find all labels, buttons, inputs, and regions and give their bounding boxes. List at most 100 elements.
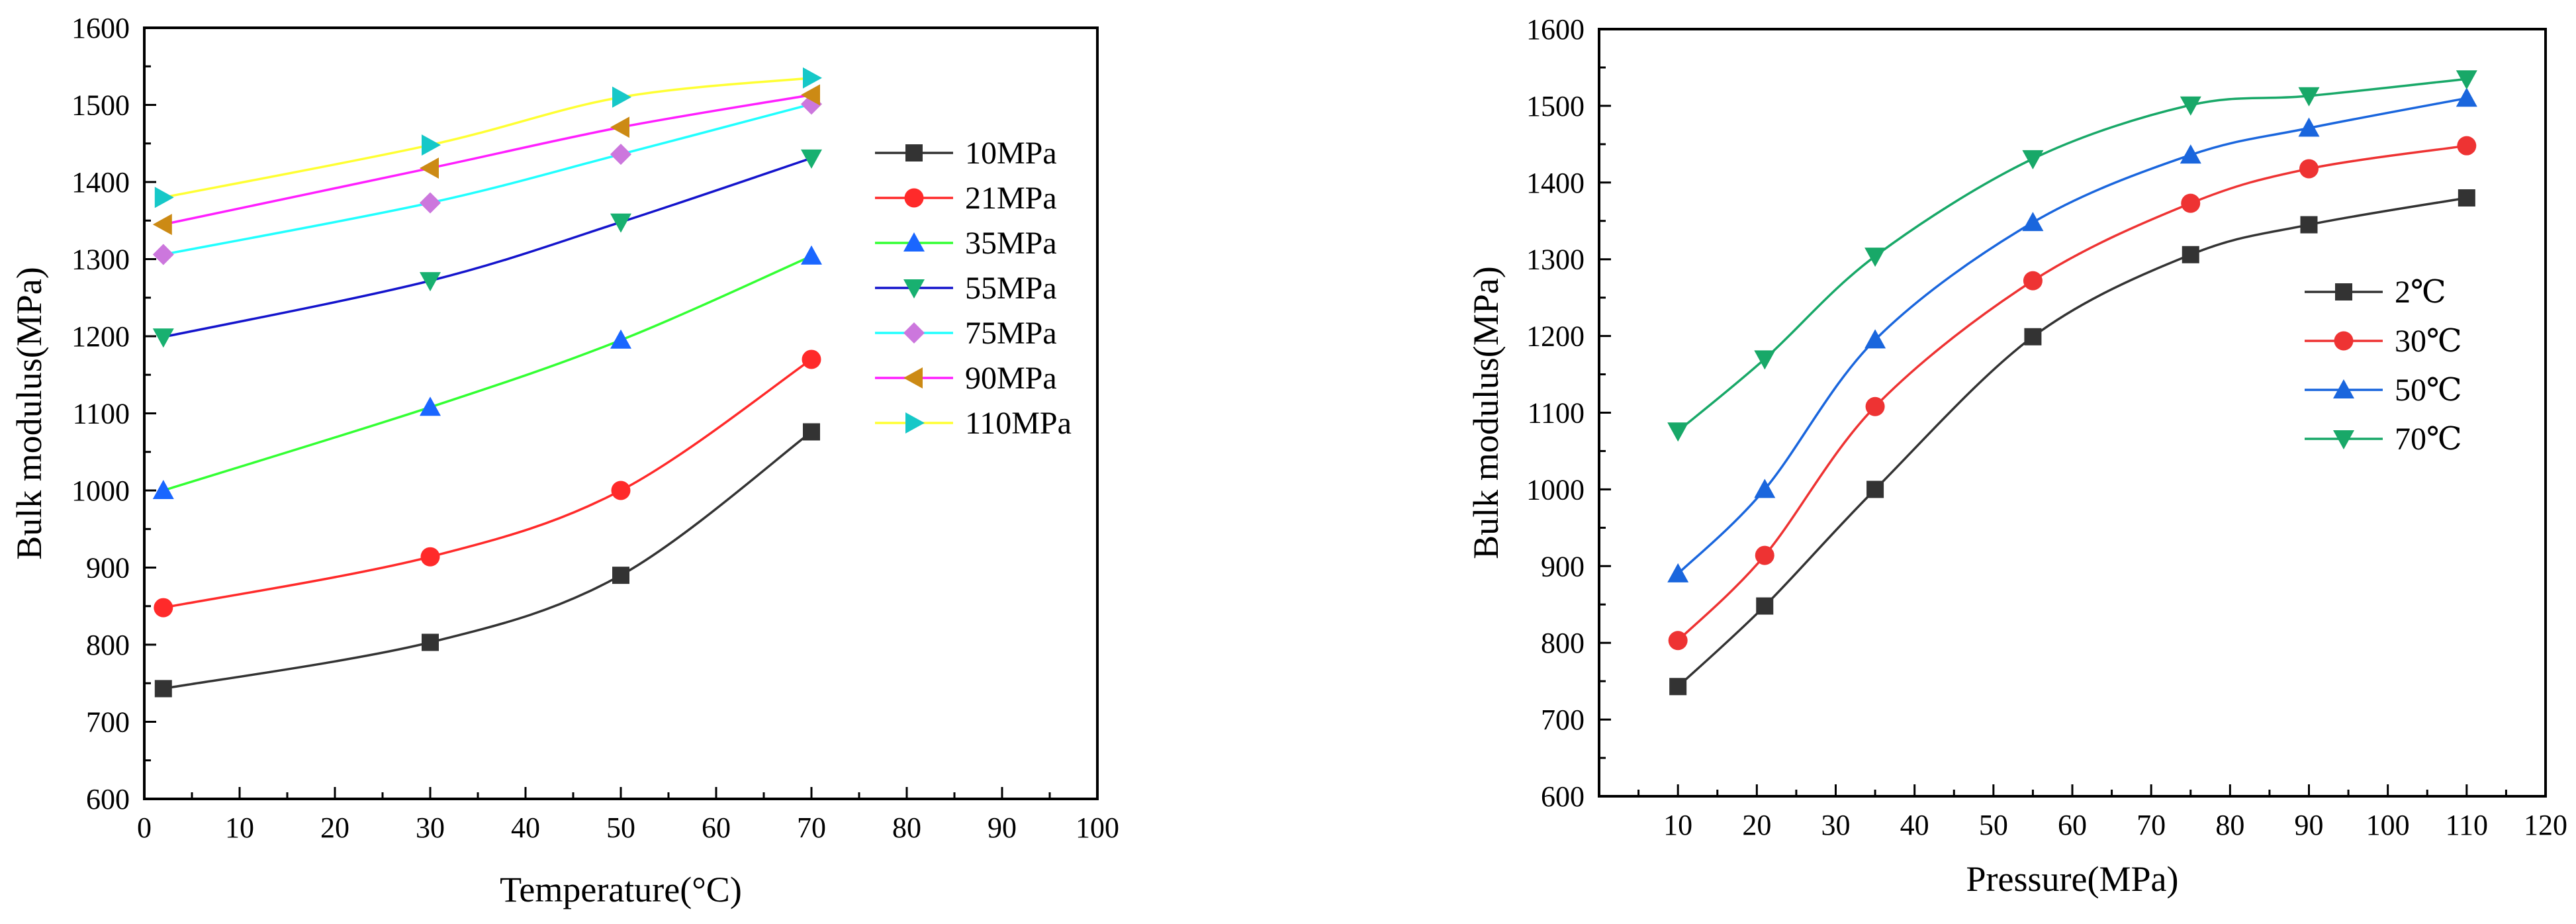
data-point — [152, 328, 174, 348]
legend-marker — [2334, 331, 2354, 351]
x-tick-label: 20 — [320, 811, 349, 844]
legend-marker — [905, 412, 925, 434]
x-tick-label: 90 — [2295, 809, 2324, 841]
series-line — [163, 76, 812, 199]
legend-marker — [903, 322, 925, 344]
data-point — [611, 481, 631, 500]
data-point — [154, 187, 174, 208]
series-line — [163, 103, 812, 256]
data-point — [420, 396, 441, 416]
data-point — [2456, 70, 2477, 90]
y-tick-label: 1200 — [1526, 320, 1585, 353]
legend-item: 50℃ — [2305, 373, 2462, 408]
series-line — [163, 431, 813, 690]
y-tick-label: 1200 — [71, 320, 130, 353]
data-point — [801, 84, 820, 106]
data-point — [801, 149, 822, 169]
data-point — [154, 680, 172, 698]
y-tick-label: 1000 — [71, 475, 130, 507]
legend-marker — [903, 367, 923, 389]
y-tick-label: 600 — [1541, 780, 1585, 813]
x-tick-label: 50 — [1979, 809, 2008, 841]
y-tick-label: 800 — [1541, 627, 1585, 659]
y-tick-label: 1400 — [71, 166, 130, 199]
data-point — [801, 245, 822, 265]
legend-label: 70℃ — [2395, 422, 2462, 457]
y-tick-label: 900 — [1541, 550, 1585, 582]
legend-item: 21MPa — [875, 181, 1057, 216]
legend-item: 55MPa — [875, 271, 1057, 306]
data-point — [420, 192, 441, 214]
series-10MPa — [154, 423, 820, 698]
data-point — [1755, 545, 1774, 565]
data-point — [1667, 422, 1689, 442]
x-tick-label: 60 — [2058, 809, 2087, 841]
legend-marker — [2333, 379, 2354, 398]
series-line — [163, 358, 812, 609]
legend-label: 90MPa — [965, 361, 1057, 396]
data-point — [2023, 271, 2043, 291]
x-axis-title: Pressure(MPa) — [1966, 859, 2179, 899]
data-point — [610, 329, 631, 349]
legend-label: 30℃ — [2395, 324, 2462, 359]
y-tick-label: 1400 — [1526, 167, 1585, 199]
y-tick-label: 900 — [86, 552, 130, 584]
x-tick-label: 80 — [892, 811, 921, 844]
temperature-chart: 6007008009001000110012001300140015001600… — [9, 12, 1119, 909]
x-tick-label: 70 — [2137, 809, 2166, 841]
x-tick-label: 40 — [511, 811, 540, 844]
data-point — [1669, 678, 1687, 696]
series-2℃ — [1669, 189, 2475, 696]
series-75MPa — [152, 93, 822, 265]
y-tick-label: 600 — [86, 783, 130, 815]
y-axis-title: Bulk modulus(MPa) — [1466, 266, 1506, 559]
legend-label: 55MPa — [965, 271, 1057, 306]
plot-frame — [143, 26, 1099, 800]
data-point — [2457, 136, 2477, 156]
data-point — [610, 116, 629, 138]
data-point — [2456, 87, 2477, 107]
data-point — [2024, 328, 2042, 346]
y-tick-label: 700 — [86, 706, 130, 739]
x-tick-label: 10 — [225, 811, 254, 844]
data-point — [2022, 150, 2044, 169]
y-tick-label: 1300 — [71, 244, 130, 276]
series-line — [163, 157, 812, 338]
data-point — [154, 598, 173, 618]
legend-item: 35MPa — [875, 226, 1057, 261]
y-tick-label: 700 — [1541, 704, 1585, 736]
series-50℃ — [1667, 87, 2477, 582]
legend-label: 35MPa — [965, 226, 1057, 261]
y-tick-label: 1000 — [1526, 473, 1585, 506]
data-point — [1865, 396, 1885, 416]
data-point — [1754, 350, 1776, 370]
y-tick-label: 1300 — [1526, 244, 1585, 276]
data-point — [610, 213, 631, 233]
data-point — [152, 244, 174, 265]
data-point — [802, 349, 821, 369]
legend-item: 2℃ — [2305, 275, 2446, 310]
legend-marker — [2333, 430, 2354, 449]
data-point — [612, 86, 631, 108]
data-point — [1756, 597, 1774, 615]
x-tick-label: 100 — [2366, 809, 2410, 841]
data-point — [420, 158, 439, 179]
legend-marker — [2335, 283, 2352, 300]
x-tick-label: 40 — [1900, 809, 1929, 841]
legend-label: 75MPa — [965, 316, 1057, 351]
data-point — [2181, 193, 2201, 213]
series-line — [1677, 197, 2467, 688]
data-point — [1864, 248, 1886, 267]
data-point — [152, 214, 172, 236]
y-tick-label: 1500 — [71, 89, 130, 122]
data-point — [612, 567, 629, 584]
legend-label: 2℃ — [2395, 275, 2446, 310]
x-tick-label: 110 — [2446, 809, 2488, 841]
legend-item: 90MPa — [875, 361, 1057, 396]
y-tick-label: 1600 — [1526, 13, 1585, 46]
legend-item: 110MPa — [875, 406, 1072, 441]
legend-label: 10MPa — [965, 136, 1057, 171]
data-point — [2458, 189, 2475, 207]
legend-label: 50℃ — [2395, 373, 2462, 408]
